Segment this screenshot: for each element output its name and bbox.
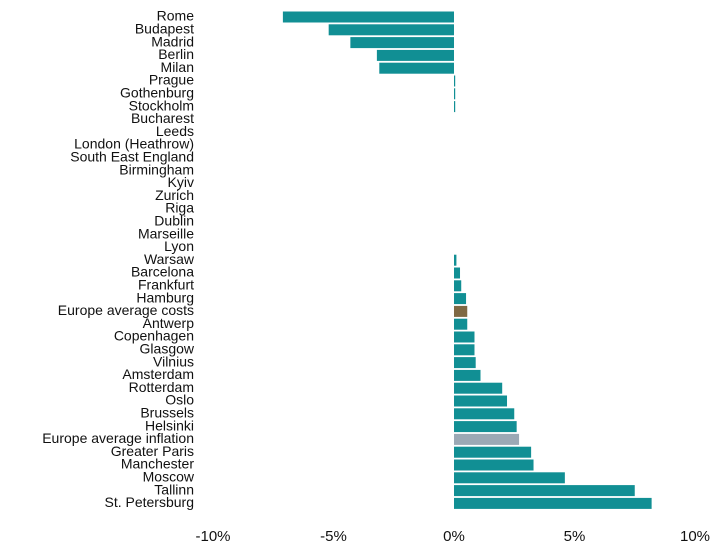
bar-hamburg <box>454 293 467 305</box>
category-label-moscow: Moscow <box>143 469 195 485</box>
bars-group <box>282 11 652 509</box>
bar-gothenburg <box>454 88 456 100</box>
bar-tallinn <box>454 485 635 497</box>
category-label-tallinn: Tallinn <box>154 481 194 497</box>
category-label-copenhagen: Copenhagen <box>114 328 194 344</box>
category-label-helsinki: Helsinki <box>145 417 194 433</box>
category-label-madrid: Madrid <box>151 33 194 49</box>
bar-manchester <box>454 459 534 471</box>
bar-glasgow <box>454 344 475 356</box>
bar-madrid <box>350 37 454 49</box>
category-label-south-east-england: South East England <box>70 149 194 165</box>
category-label-warsaw: Warsaw <box>144 251 195 267</box>
category-label-greater-paris: Greater Paris <box>111 443 194 459</box>
category-label-brussels: Brussels <box>140 405 194 421</box>
category-label-rome: Rome <box>157 8 195 24</box>
x-tick-label: 5% <box>564 528 586 545</box>
category-label-oslo: Oslo <box>165 392 194 408</box>
bar-moscow <box>454 472 565 484</box>
bar-rotterdam <box>454 382 503 394</box>
bar-berlin <box>376 49 454 61</box>
x-axis-tick-labels: -10% -5% 0% 5% 10% <box>195 528 710 545</box>
bar-helsinki <box>454 421 517 433</box>
bar-brussels <box>454 408 515 420</box>
bar-amsterdam <box>454 369 481 381</box>
bar-europe-average-costs <box>454 305 468 317</box>
bar-prague <box>454 75 456 87</box>
bar-oslo <box>454 395 508 407</box>
category-label-stockholm: Stockholm <box>129 97 194 113</box>
category-label-marseille: Marseille <box>138 225 194 241</box>
category-label-london-heathrow: London (Heathrow) <box>74 136 194 152</box>
category-label-barcelona: Barcelona <box>131 264 194 280</box>
category-label-europe-average-inflation: Europe average inflation <box>42 430 194 446</box>
category-label-rotterdam: Rotterdam <box>129 379 194 395</box>
category-label-europe-average-costs: Europe average costs <box>58 302 194 318</box>
category-label-zurich: Zurich <box>155 187 194 203</box>
category-label-berlin: Berlin <box>158 46 194 62</box>
category-label-bucharest: Bucharest <box>131 110 194 126</box>
category-label-antwerp: Antwerp <box>143 315 195 331</box>
category-labels: RomeBudapestMadridBerlinMilanPragueGothe… <box>42 8 195 510</box>
bar-st-petersburg <box>454 497 652 509</box>
category-label-kyiv: Kyiv <box>168 174 194 190</box>
bar-rome <box>282 11 454 23</box>
x-tick-label: -5% <box>320 528 347 545</box>
bar-vilnius <box>454 357 476 369</box>
category-label-lyon: Lyon <box>164 238 194 254</box>
category-label-vilnius: Vilnius <box>153 353 194 369</box>
x-tick-label: -10% <box>195 528 230 545</box>
category-label-manchester: Manchester <box>121 456 194 472</box>
category-label-birmingham: Birmingham <box>119 161 194 177</box>
category-label-riga: Riga <box>165 200 194 216</box>
bar-copenhagen <box>454 331 475 343</box>
category-label-glasgow: Glasgow <box>140 341 195 357</box>
bar-stockholm <box>454 101 456 113</box>
category-label-amsterdam: Amsterdam <box>122 366 194 382</box>
x-tick-label: 0% <box>443 528 465 545</box>
category-label-dublin: Dublin <box>154 213 194 229</box>
bar-antwerp <box>454 318 468 330</box>
bar-warsaw <box>454 254 457 266</box>
category-label-milan: Milan <box>161 59 194 75</box>
category-label-gothenburg: Gothenburg <box>120 85 194 101</box>
category-label-frankfurt: Frankfurt <box>138 277 194 293</box>
bar-greater-paris <box>454 446 532 458</box>
bar-milan <box>379 62 454 74</box>
category-label-prague: Prague <box>149 72 194 88</box>
bar-budapest <box>328 24 454 36</box>
category-label-hamburg: Hamburg <box>136 289 194 305</box>
x-tick-label: 10% <box>680 528 710 545</box>
bar-barcelona <box>454 267 461 279</box>
category-label-leeds: Leeds <box>156 123 194 139</box>
category-label-st-petersburg: St. Petersburg <box>105 494 195 510</box>
category-label-budapest: Budapest <box>135 21 194 37</box>
bar-europe-average-inflation <box>454 433 520 445</box>
bar-frankfurt <box>454 280 462 292</box>
